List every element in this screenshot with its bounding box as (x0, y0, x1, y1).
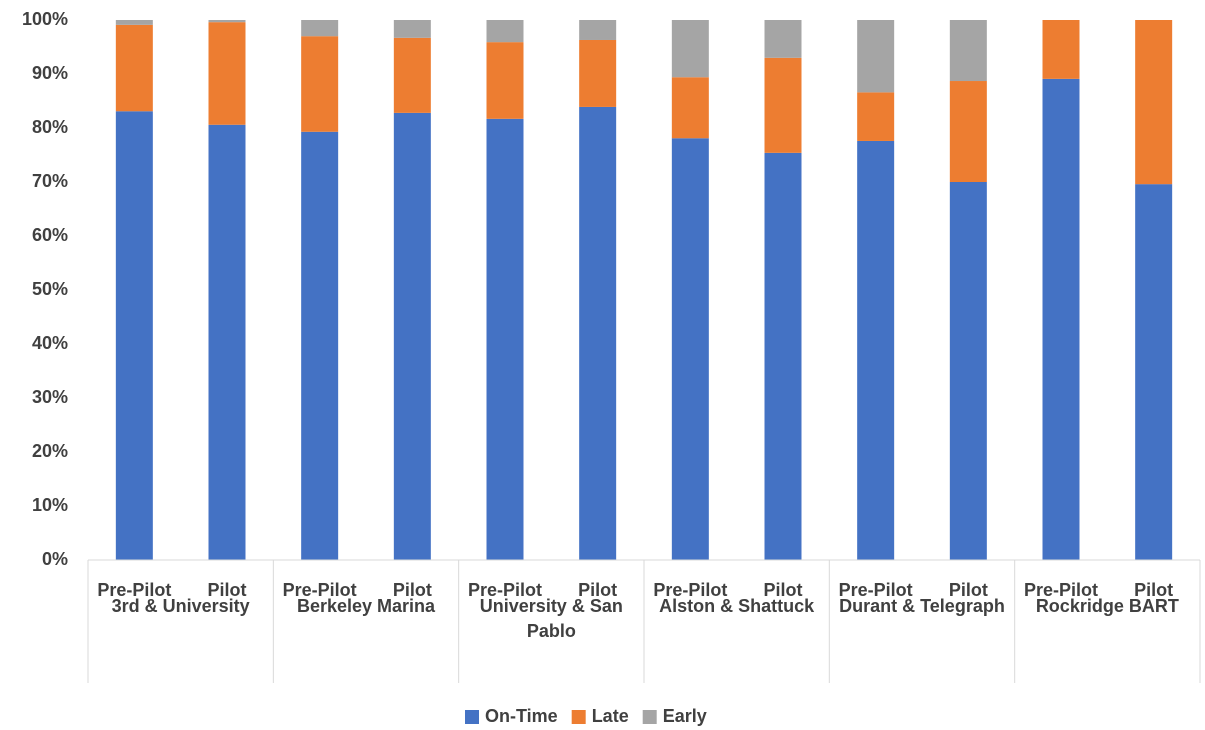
bar-segment (579, 20, 617, 40)
x-tick-label: Pilot (208, 580, 247, 600)
bar-segment (949, 182, 987, 560)
group-label-box: Berkeley Marina (296, 596, 436, 616)
y-tick-label: 0% (42, 549, 68, 569)
y-tick-label: 70% (32, 171, 68, 191)
bar-segment (1135, 184, 1173, 560)
bar-segment (671, 77, 709, 139)
bar-segment (1135, 20, 1173, 185)
bar-segment (301, 131, 339, 560)
x-tick-label: Pre-Pilot (839, 580, 913, 600)
bar-segment (764, 57, 802, 153)
bar-segment (301, 36, 339, 132)
x-tick-label: Pilot (578, 580, 617, 600)
y-tick-label: 90% (32, 63, 68, 83)
legend-swatch (465, 710, 479, 724)
y-tick-label: 30% (32, 387, 68, 407)
bar-segment (949, 20, 987, 82)
y-tick-label: 40% (32, 333, 68, 353)
bar-segment (486, 20, 524, 43)
bar-segment (393, 20, 431, 38)
bar-segment (764, 20, 802, 58)
bar-segment (857, 20, 895, 93)
legend-swatch (642, 710, 657, 724)
x-tick-label: Pre-Pilot (468, 580, 542, 600)
bar-segment (579, 39, 617, 107)
bar-segment (486, 118, 524, 560)
group-label: Rockridge BART (1035, 596, 1179, 616)
group-label: Alston & Shattuck (659, 596, 815, 616)
x-tick-label: Pre-Pilot (1024, 580, 1098, 600)
group-label: Durant & Telegraph (839, 596, 1005, 616)
group-label: 3rd & University (111, 596, 250, 616)
legend-label: Early (663, 706, 707, 726)
bar-segment (115, 20, 153, 25)
bar-segment (115, 24, 153, 112)
bar-segment (486, 42, 524, 119)
group-label-box: Alston & Shattuck (659, 596, 815, 616)
bar-segment (1042, 78, 1080, 561)
bar-segment (393, 37, 431, 113)
x-tick-label: Pilot (764, 580, 803, 600)
x-tick-label: Pre-Pilot (283, 580, 357, 600)
bar-segment (671, 20, 709, 78)
group-label-box: University & San Pablo (479, 596, 623, 641)
y-tick-label: 60% (32, 225, 68, 245)
bar-segment (208, 20, 246, 23)
x-tick-label: Pre-Pilot (97, 580, 171, 600)
y-tick-label: 50% (32, 279, 68, 299)
x-tick-label: Pilot (949, 580, 988, 600)
legend-label: On-Time (485, 706, 558, 726)
legend-swatch (571, 710, 586, 724)
bar-segment (671, 138, 709, 560)
bar-segment (393, 112, 431, 560)
y-tick-label: 100% (22, 9, 68, 29)
group-label-box: 3rd & University (111, 596, 250, 616)
bar-segment (764, 152, 802, 560)
bar-segment (857, 140, 895, 560)
x-tick-label: Pre-Pilot (653, 580, 727, 600)
group-label-box: Durant & Telegraph (839, 596, 1005, 616)
x-tick-label: Pilot (1134, 580, 1173, 600)
group-label-box: Rockridge BART (1035, 596, 1179, 616)
legend-label: Late (592, 706, 629, 726)
bar-segment (301, 20, 339, 37)
bar-segment (949, 81, 987, 182)
bar-segment (1042, 20, 1080, 79)
bar-segment (579, 106, 617, 560)
y-tick-label: 20% (32, 441, 68, 461)
bar-segment (857, 92, 895, 141)
bar-segment (115, 111, 153, 560)
bar-segment (208, 22, 246, 125)
x-tick-label: Pilot (393, 580, 432, 600)
bar-segment (208, 124, 246, 560)
y-tick-label: 80% (32, 117, 68, 137)
group-label: Berkeley Marina (296, 596, 436, 616)
y-tick-label: 10% (32, 495, 68, 515)
group-label: University & San Pablo (479, 596, 623, 641)
